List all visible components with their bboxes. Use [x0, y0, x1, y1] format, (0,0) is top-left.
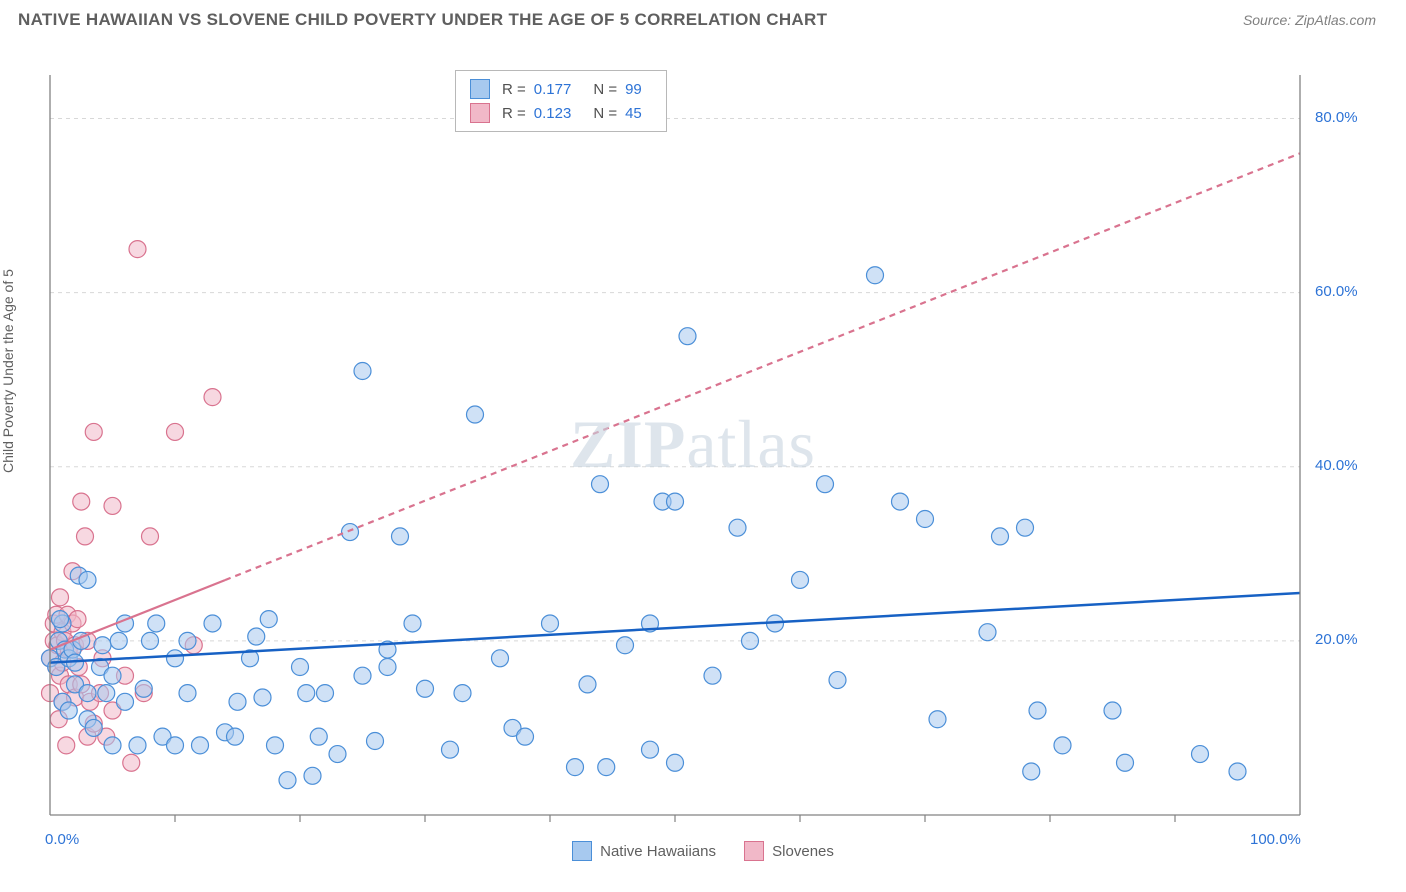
stat-r-value: 0.123 — [534, 105, 572, 122]
chart-title: NATIVE HAWAIIAN VS SLOVENE CHILD POVERTY… — [18, 10, 827, 30]
stats-row-slovene: R = 0.123 N = 45 — [470, 101, 652, 125]
legend-label: Slovenes — [772, 843, 834, 860]
stat-n-label: N = — [593, 81, 617, 98]
stat-r-value: 0.177 — [534, 81, 572, 98]
y-tick-label: 80.0% — [1315, 109, 1358, 126]
y-tick-label: 60.0% — [1315, 283, 1358, 300]
series-legend: Native Hawaiians Slovenes — [0, 841, 1406, 865]
stat-n-value: 45 — [625, 105, 642, 122]
legend-item-hawaiian: Native Hawaiians — [572, 841, 716, 861]
scatter-chart-svg — [0, 35, 1406, 865]
y-tick-label: 40.0% — [1315, 457, 1358, 474]
x-tick-label: 0.0% — [45, 831, 79, 848]
chart-header: NATIVE HAWAIIAN VS SLOVENE CHILD POVERTY… — [0, 0, 1406, 35]
x-tick-label: 100.0% — [1250, 831, 1301, 848]
stat-n-value: 99 — [625, 81, 642, 98]
legend-label: Native Hawaiians — [600, 843, 716, 860]
stats-row-hawaiian: R = 0.177 N = 99 — [470, 77, 652, 101]
chart-container: Child Poverty Under the Age of 5 ZIPatla… — [0, 35, 1406, 865]
swatch-icon — [470, 103, 490, 123]
stats-legend-box: R = 0.177 N = 99 R = 0.123 N = 45 — [455, 70, 667, 132]
swatch-icon — [572, 841, 592, 861]
source-citation: Source: ZipAtlas.com — [1243, 12, 1376, 28]
source-value: ZipAtlas.com — [1295, 12, 1376, 28]
stat-r-label: R = — [502, 81, 526, 98]
source-label: Source: — [1243, 12, 1291, 28]
y-tick-label: 20.0% — [1315, 631, 1358, 648]
legend-item-slovene: Slovenes — [744, 841, 834, 861]
swatch-icon — [470, 79, 490, 99]
stat-r-label: R = — [502, 105, 526, 122]
swatch-icon — [744, 841, 764, 861]
stat-n-label: N = — [593, 105, 617, 122]
